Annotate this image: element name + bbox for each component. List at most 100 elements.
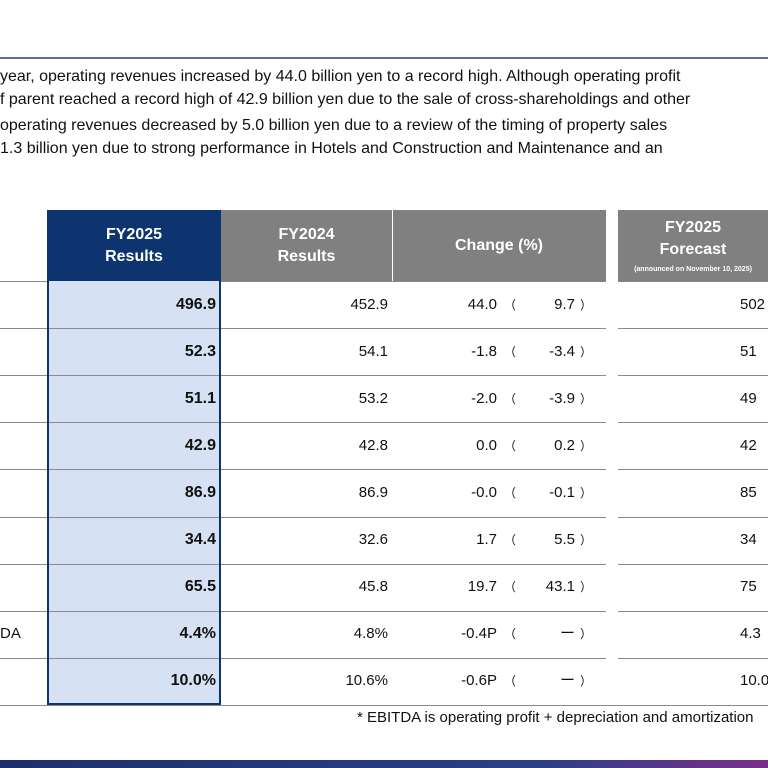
change-pct: -3.4 [549, 342, 575, 360]
top-rule [0, 57, 768, 59]
change-value: -2.0 [471, 389, 497, 407]
row-rule [221, 375, 606, 377]
bracket: ） [580, 674, 593, 689]
header-line: Forecast [659, 240, 727, 258]
fy2025-value: 4.4% [179, 625, 216, 643]
fy2024-value: 42.8 [358, 436, 388, 454]
row-rule [618, 516, 768, 518]
row-rule [618, 469, 768, 471]
row-rule [47, 375, 221, 377]
fy2025-value: 496.9 [175, 295, 216, 313]
fy2024-value: 4.8% [353, 625, 388, 643]
row-rule [221, 328, 606, 330]
forecast-value: 34 [740, 531, 757, 549]
fy2024-value: 45.8 [358, 578, 388, 596]
fy2024-value: 54.1 [358, 342, 388, 360]
row-rule [47, 469, 221, 471]
row-rule [221, 422, 606, 424]
row-rule [47, 657, 221, 659]
row-rule [618, 281, 768, 282]
fy2025-value: 65.5 [184, 578, 216, 596]
row-rule [47, 610, 221, 612]
row-rule [0, 281, 47, 282]
bracket: ） [580, 580, 593, 595]
header-line: Results [105, 247, 163, 265]
bracket: ） [580, 391, 593, 406]
footnote: * EBITDA is operating profit + depreciat… [357, 708, 754, 726]
fy2025-value: 34.4 [184, 531, 216, 549]
row-rule [0, 422, 47, 424]
forecast-value: 42 [740, 436, 757, 454]
change-pct: 5.5 [554, 531, 575, 549]
fy2025-value: 42.9 [184, 436, 216, 454]
column-header: FY2025 Results [47, 210, 221, 281]
row-rule [0, 610, 47, 612]
bracket: （ [504, 674, 517, 689]
forecast-value: 85 [740, 483, 757, 501]
row-rule [47, 328, 221, 330]
column-header: FY2025 Forecast (announced on November 10,… [618, 210, 768, 281]
row-rule [618, 610, 768, 612]
fy2024-value: 53.2 [358, 389, 388, 407]
row-rule [47, 516, 221, 518]
row-rule [618, 422, 768, 424]
forecast-value: 10.0 [740, 672, 768, 690]
row-label: DA [0, 625, 21, 643]
change-value: 44.0 [467, 295, 497, 313]
bracket: （ [504, 391, 517, 406]
bracket: ） [580, 627, 593, 642]
fy2024-value: 86.9 [358, 483, 388, 501]
row-rule [0, 375, 47, 377]
change-value: -0.4P [461, 625, 497, 643]
row-rule [221, 657, 606, 659]
fy2025-value: 52.3 [184, 342, 216, 360]
change-value: 0.0 [476, 436, 497, 454]
row-rule [0, 516, 47, 518]
column-header: FY2024 Results [221, 210, 392, 281]
forecast-value: 75 [740, 578, 757, 596]
row-rule [221, 516, 606, 518]
bracket: ） [580, 533, 593, 548]
fy2024-value: 32.6 [358, 531, 388, 549]
row-rule [618, 563, 768, 565]
change-pct: 9.7 [554, 295, 575, 313]
highlight-border [47, 281, 221, 705]
bracket: ） [580, 438, 593, 453]
fy2025-value: 51.1 [184, 389, 216, 407]
header-line: FY2025 [105, 225, 163, 243]
forecast-value: 51 [740, 342, 757, 360]
change-value: -0.0 [471, 483, 497, 501]
row-rule [47, 563, 221, 565]
change-pct: 0.2 [554, 436, 575, 454]
change-value: 19.7 [467, 578, 497, 596]
bracket: ） [580, 485, 593, 500]
forecast-value: 49 [740, 389, 757, 407]
row-rule [221, 563, 606, 565]
row-rule [221, 281, 606, 282]
bracket: ） [580, 297, 593, 312]
bottom-band [0, 760, 768, 768]
header-line: Change (%) [455, 236, 543, 254]
fy2024-value: 10.6% [345, 672, 388, 690]
change-pct: 43.1 [545, 578, 575, 596]
row-rule [618, 657, 768, 659]
row-rule [618, 328, 768, 330]
intro-line: operating revenues decreased by 5.0 bill… [0, 117, 668, 134]
bracket: ） [580, 344, 593, 359]
bracket: （ [504, 533, 517, 548]
change-pct: -3.9 [549, 389, 575, 407]
intro-line: year, operating revenues increased by 44… [0, 68, 681, 85]
header-divider [392, 210, 393, 281]
change-value: -1.8 [471, 342, 497, 360]
row-rule [0, 563, 47, 565]
bracket: （ [504, 344, 517, 359]
forecast-value: 4.3 [740, 625, 761, 643]
table-bottom [0, 704, 768, 706]
change-pct: ー [559, 672, 575, 690]
column-header: Change (%) [392, 210, 606, 281]
highlight-column [47, 281, 221, 705]
row-rule [221, 469, 606, 471]
change-pct: -0.1 [549, 483, 575, 501]
bracket: （ [504, 627, 517, 642]
